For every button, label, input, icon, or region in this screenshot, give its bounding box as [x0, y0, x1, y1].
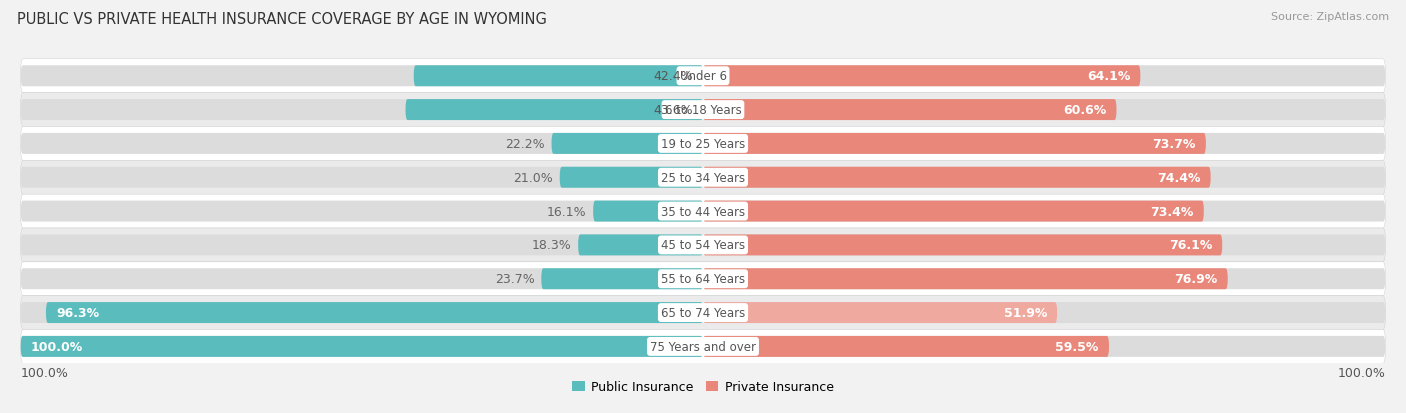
- Legend: Public Insurance, Private Insurance: Public Insurance, Private Insurance: [567, 375, 839, 398]
- FancyBboxPatch shape: [21, 330, 1385, 363]
- Text: 60.6%: 60.6%: [1063, 104, 1107, 117]
- FancyBboxPatch shape: [560, 167, 703, 188]
- Text: 76.9%: 76.9%: [1174, 273, 1218, 285]
- FancyBboxPatch shape: [21, 195, 1385, 228]
- FancyBboxPatch shape: [703, 66, 1385, 87]
- FancyBboxPatch shape: [21, 100, 703, 121]
- FancyBboxPatch shape: [703, 235, 1222, 256]
- Text: 21.0%: 21.0%: [513, 171, 553, 184]
- Text: 43.6%: 43.6%: [654, 104, 693, 117]
- FancyBboxPatch shape: [703, 100, 1116, 121]
- FancyBboxPatch shape: [21, 201, 703, 222]
- Text: 59.5%: 59.5%: [1056, 340, 1098, 353]
- FancyBboxPatch shape: [593, 201, 703, 222]
- Text: Under 6: Under 6: [679, 70, 727, 83]
- Text: 100.0%: 100.0%: [31, 340, 83, 353]
- FancyBboxPatch shape: [21, 235, 703, 256]
- Text: 64.1%: 64.1%: [1087, 70, 1130, 83]
- Text: PUBLIC VS PRIVATE HEALTH INSURANCE COVERAGE BY AGE IN WYOMING: PUBLIC VS PRIVATE HEALTH INSURANCE COVER…: [17, 12, 547, 27]
- Text: 76.1%: 76.1%: [1168, 239, 1212, 252]
- FancyBboxPatch shape: [21, 127, 1385, 161]
- FancyBboxPatch shape: [413, 66, 703, 87]
- FancyBboxPatch shape: [703, 336, 1385, 357]
- FancyBboxPatch shape: [703, 201, 1204, 222]
- FancyBboxPatch shape: [405, 100, 703, 121]
- FancyBboxPatch shape: [703, 133, 1385, 154]
- FancyBboxPatch shape: [703, 268, 1385, 290]
- FancyBboxPatch shape: [21, 161, 1385, 195]
- FancyBboxPatch shape: [551, 133, 703, 154]
- Text: 35 to 44 Years: 35 to 44 Years: [661, 205, 745, 218]
- FancyBboxPatch shape: [21, 167, 703, 188]
- FancyBboxPatch shape: [703, 302, 1385, 323]
- FancyBboxPatch shape: [703, 201, 1385, 222]
- FancyBboxPatch shape: [541, 268, 703, 290]
- Text: 22.2%: 22.2%: [505, 138, 544, 151]
- FancyBboxPatch shape: [21, 302, 703, 323]
- FancyBboxPatch shape: [703, 336, 1109, 357]
- FancyBboxPatch shape: [703, 167, 1211, 188]
- FancyBboxPatch shape: [21, 296, 1385, 330]
- Text: 74.4%: 74.4%: [1157, 171, 1201, 184]
- Text: 65 to 74 Years: 65 to 74 Years: [661, 306, 745, 319]
- FancyBboxPatch shape: [46, 302, 703, 323]
- FancyBboxPatch shape: [703, 302, 1057, 323]
- FancyBboxPatch shape: [703, 167, 1385, 188]
- Text: 19 to 25 Years: 19 to 25 Years: [661, 138, 745, 151]
- Text: 18.3%: 18.3%: [531, 239, 571, 252]
- FancyBboxPatch shape: [21, 336, 703, 357]
- FancyBboxPatch shape: [21, 66, 703, 87]
- FancyBboxPatch shape: [578, 235, 703, 256]
- Text: Source: ZipAtlas.com: Source: ZipAtlas.com: [1271, 12, 1389, 22]
- Text: 73.4%: 73.4%: [1150, 205, 1194, 218]
- Text: 96.3%: 96.3%: [56, 306, 100, 319]
- FancyBboxPatch shape: [703, 268, 1227, 290]
- FancyBboxPatch shape: [703, 133, 1206, 154]
- Text: 23.7%: 23.7%: [495, 273, 534, 285]
- Text: 6 to 18 Years: 6 to 18 Years: [665, 104, 741, 117]
- FancyBboxPatch shape: [703, 66, 1140, 87]
- FancyBboxPatch shape: [21, 93, 1385, 127]
- FancyBboxPatch shape: [21, 60, 1385, 93]
- FancyBboxPatch shape: [21, 268, 703, 290]
- Text: 100.0%: 100.0%: [21, 366, 69, 379]
- Text: 45 to 54 Years: 45 to 54 Years: [661, 239, 745, 252]
- Text: 25 to 34 Years: 25 to 34 Years: [661, 171, 745, 184]
- Text: 51.9%: 51.9%: [1004, 306, 1047, 319]
- Text: 42.4%: 42.4%: [654, 70, 693, 83]
- Text: 75 Years and over: 75 Years and over: [650, 340, 756, 353]
- FancyBboxPatch shape: [21, 262, 1385, 296]
- Text: 100.0%: 100.0%: [1337, 366, 1385, 379]
- FancyBboxPatch shape: [21, 133, 703, 154]
- FancyBboxPatch shape: [21, 228, 1385, 262]
- FancyBboxPatch shape: [21, 336, 703, 357]
- Text: 73.7%: 73.7%: [1153, 138, 1195, 151]
- FancyBboxPatch shape: [703, 235, 1385, 256]
- FancyBboxPatch shape: [703, 100, 1385, 121]
- Text: 16.1%: 16.1%: [547, 205, 586, 218]
- Text: 55 to 64 Years: 55 to 64 Years: [661, 273, 745, 285]
